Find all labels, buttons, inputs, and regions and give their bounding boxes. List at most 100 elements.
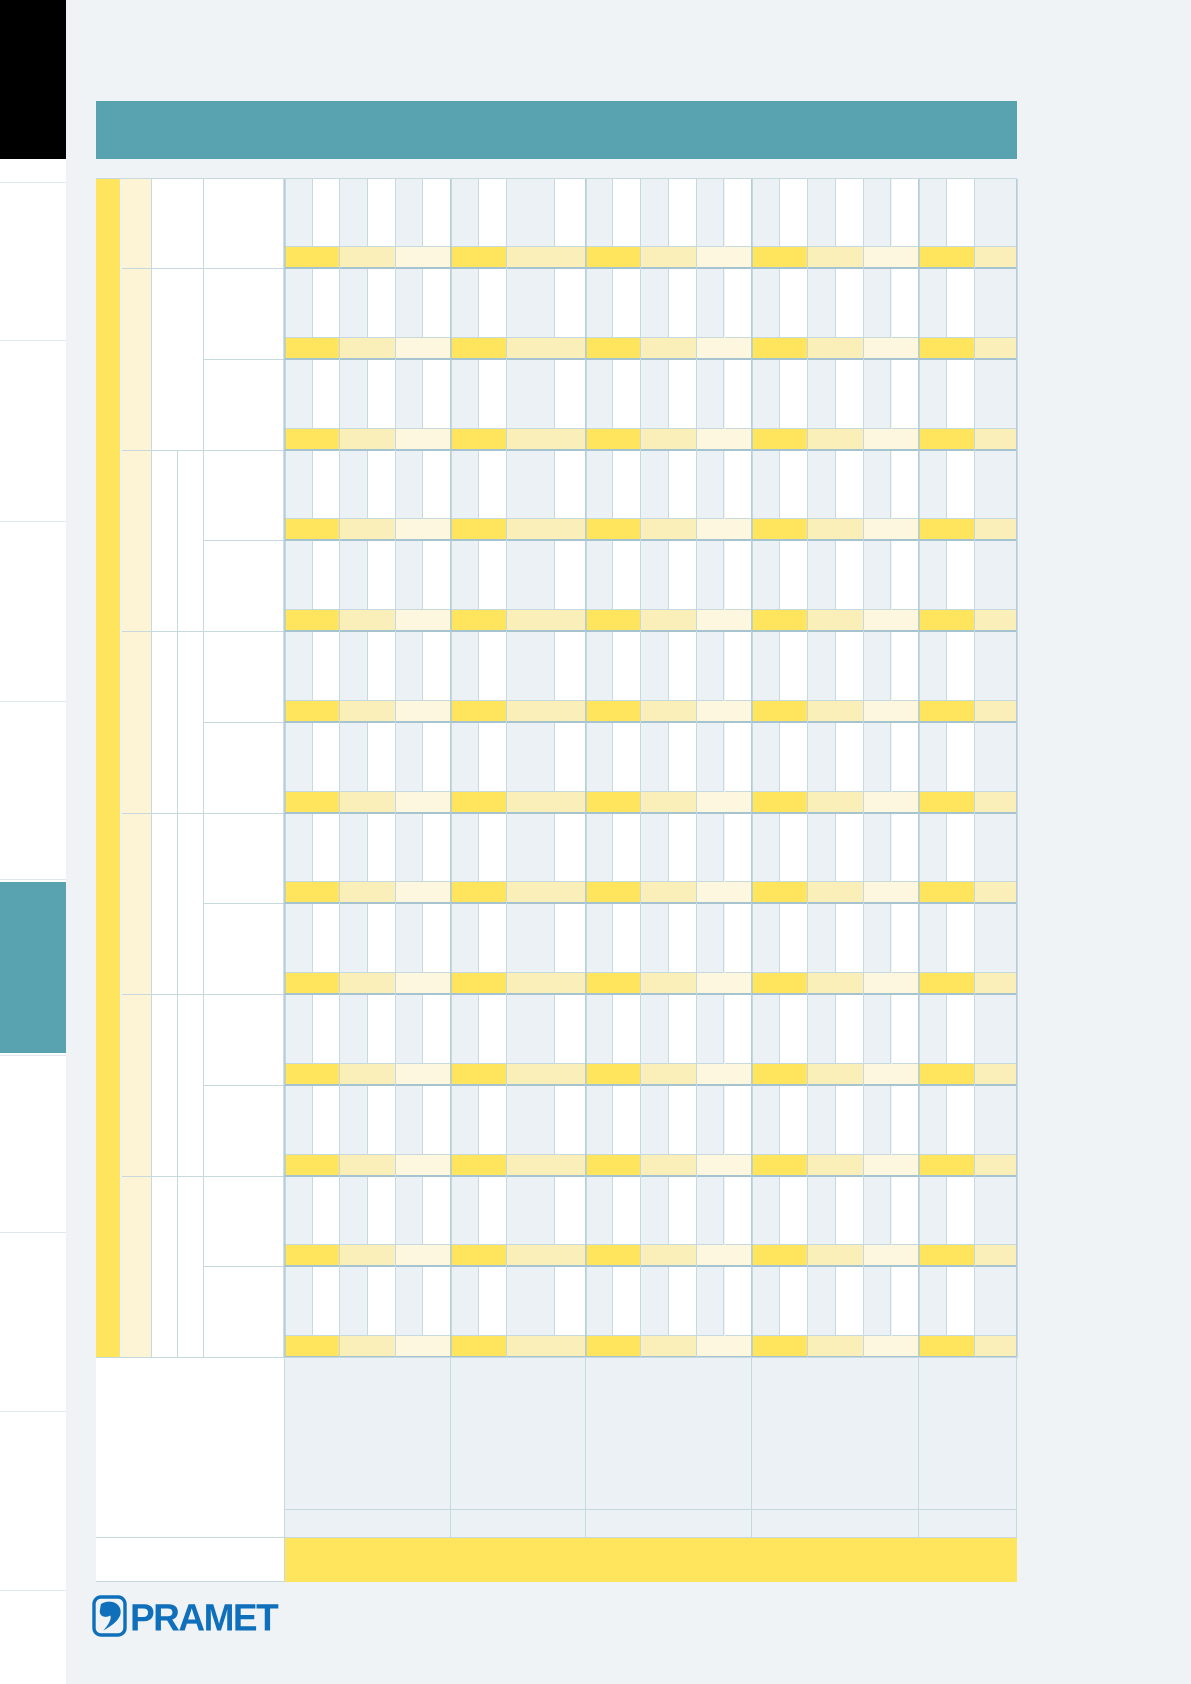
table-cell xyxy=(780,541,808,610)
table-cell xyxy=(780,632,808,701)
table-cell xyxy=(312,360,341,429)
table-cell xyxy=(451,814,479,882)
highlight-stripe-segment xyxy=(641,1155,697,1177)
highlight-stripe-segment xyxy=(451,429,507,451)
table-cell xyxy=(947,723,975,792)
row-header-cell-a xyxy=(152,179,204,269)
table-cell xyxy=(975,1267,1017,1336)
table-cell xyxy=(891,632,920,701)
highlight-stripe-segment xyxy=(919,519,975,541)
table-cell xyxy=(835,1267,864,1336)
table-cell xyxy=(585,179,614,247)
highlight-stripe-segment xyxy=(808,519,864,541)
table-cell xyxy=(696,541,725,610)
section-tick-line xyxy=(0,340,66,341)
highlight-stripe-segment xyxy=(975,973,1017,995)
table-cell xyxy=(340,541,368,610)
highlight-stripe-segment xyxy=(863,610,920,632)
row-header-cell-a xyxy=(152,269,204,451)
highlight-stripe-segment xyxy=(641,701,697,723)
table-cell xyxy=(555,723,586,792)
table-cell xyxy=(835,723,864,792)
section-tick-line xyxy=(0,521,66,522)
table-cell xyxy=(780,814,808,882)
table-cell xyxy=(312,269,341,338)
table-cell xyxy=(395,1267,424,1336)
highlight-stripe-segment xyxy=(641,1336,697,1358)
highlight-stripe-segment xyxy=(340,1245,396,1267)
highlight-stripe-segment xyxy=(863,882,920,904)
table-cell xyxy=(340,179,368,247)
highlight-stripe-segment xyxy=(919,610,975,632)
table-cell xyxy=(752,541,781,610)
table-cell xyxy=(395,451,424,519)
table-cell xyxy=(947,1086,975,1155)
table-cell xyxy=(808,814,836,882)
row-header-cell-b xyxy=(204,360,285,451)
table-cell xyxy=(919,1177,947,1245)
table-cell xyxy=(835,269,864,338)
table-cell xyxy=(613,814,642,882)
highlight-stripe-segment xyxy=(506,792,586,814)
highlight-stripe-segment xyxy=(641,338,697,360)
highlight-stripe-segment xyxy=(641,1245,697,1267)
table-cell xyxy=(478,632,507,701)
table-cell xyxy=(585,1267,614,1336)
summary-cell xyxy=(752,1358,920,1510)
table-cell xyxy=(506,723,556,792)
table-cell xyxy=(863,1086,892,1155)
row-header-cell-b xyxy=(204,632,285,723)
highlight-stripe-segment xyxy=(451,701,507,723)
summary-cell xyxy=(919,1358,1017,1510)
table-cell xyxy=(368,179,396,247)
table-cell xyxy=(585,723,614,792)
row-header-cell-b xyxy=(204,179,285,269)
table-cell xyxy=(451,179,479,247)
row-header-cell-b xyxy=(204,1267,285,1358)
table-cell xyxy=(696,814,725,882)
row-header-cell-pale xyxy=(122,269,152,451)
table-cell xyxy=(891,451,920,519)
highlight-stripe-segment xyxy=(340,973,396,995)
table-cell xyxy=(891,995,920,1064)
table-cell xyxy=(555,1267,586,1336)
highlight-stripe-segment xyxy=(585,882,642,904)
highlight-stripe-segment xyxy=(696,701,753,723)
table-cell xyxy=(395,541,424,610)
table-cell xyxy=(312,1267,341,1336)
highlight-stripe-segment xyxy=(585,338,642,360)
table-cell xyxy=(395,995,424,1064)
highlight-stripe-segment xyxy=(340,519,396,541)
highlight-stripe-segment xyxy=(395,247,451,269)
table-cell xyxy=(368,723,396,792)
table-cell xyxy=(863,360,892,429)
table-cell xyxy=(613,904,642,973)
table-cell xyxy=(891,541,920,610)
table-cell xyxy=(478,1177,507,1245)
highlight-stripe-segment xyxy=(919,1336,975,1358)
section-tick-line xyxy=(0,1055,66,1056)
table-cell xyxy=(395,904,424,973)
table-cell xyxy=(641,360,669,429)
table-cell xyxy=(808,179,836,247)
highlight-stripe-segment xyxy=(285,519,341,541)
table-cell xyxy=(555,451,586,519)
table-cell xyxy=(641,904,669,973)
table-cell xyxy=(641,995,669,1064)
table-cell xyxy=(780,723,808,792)
highlight-stripe-segment xyxy=(395,973,451,995)
table-cell xyxy=(669,632,697,701)
table-cell xyxy=(423,632,451,701)
row-header-cell-pale xyxy=(122,1177,152,1358)
table-cell xyxy=(724,904,753,973)
table-cell xyxy=(478,451,507,519)
table-cell xyxy=(555,179,586,247)
table-cell xyxy=(285,723,313,792)
table-yellow-bar xyxy=(96,179,120,1358)
highlight-stripe-segment xyxy=(340,429,396,451)
highlight-stripe-segment xyxy=(919,1155,975,1177)
table-cell xyxy=(395,723,424,792)
row-header-cell-a1 xyxy=(152,995,178,1177)
